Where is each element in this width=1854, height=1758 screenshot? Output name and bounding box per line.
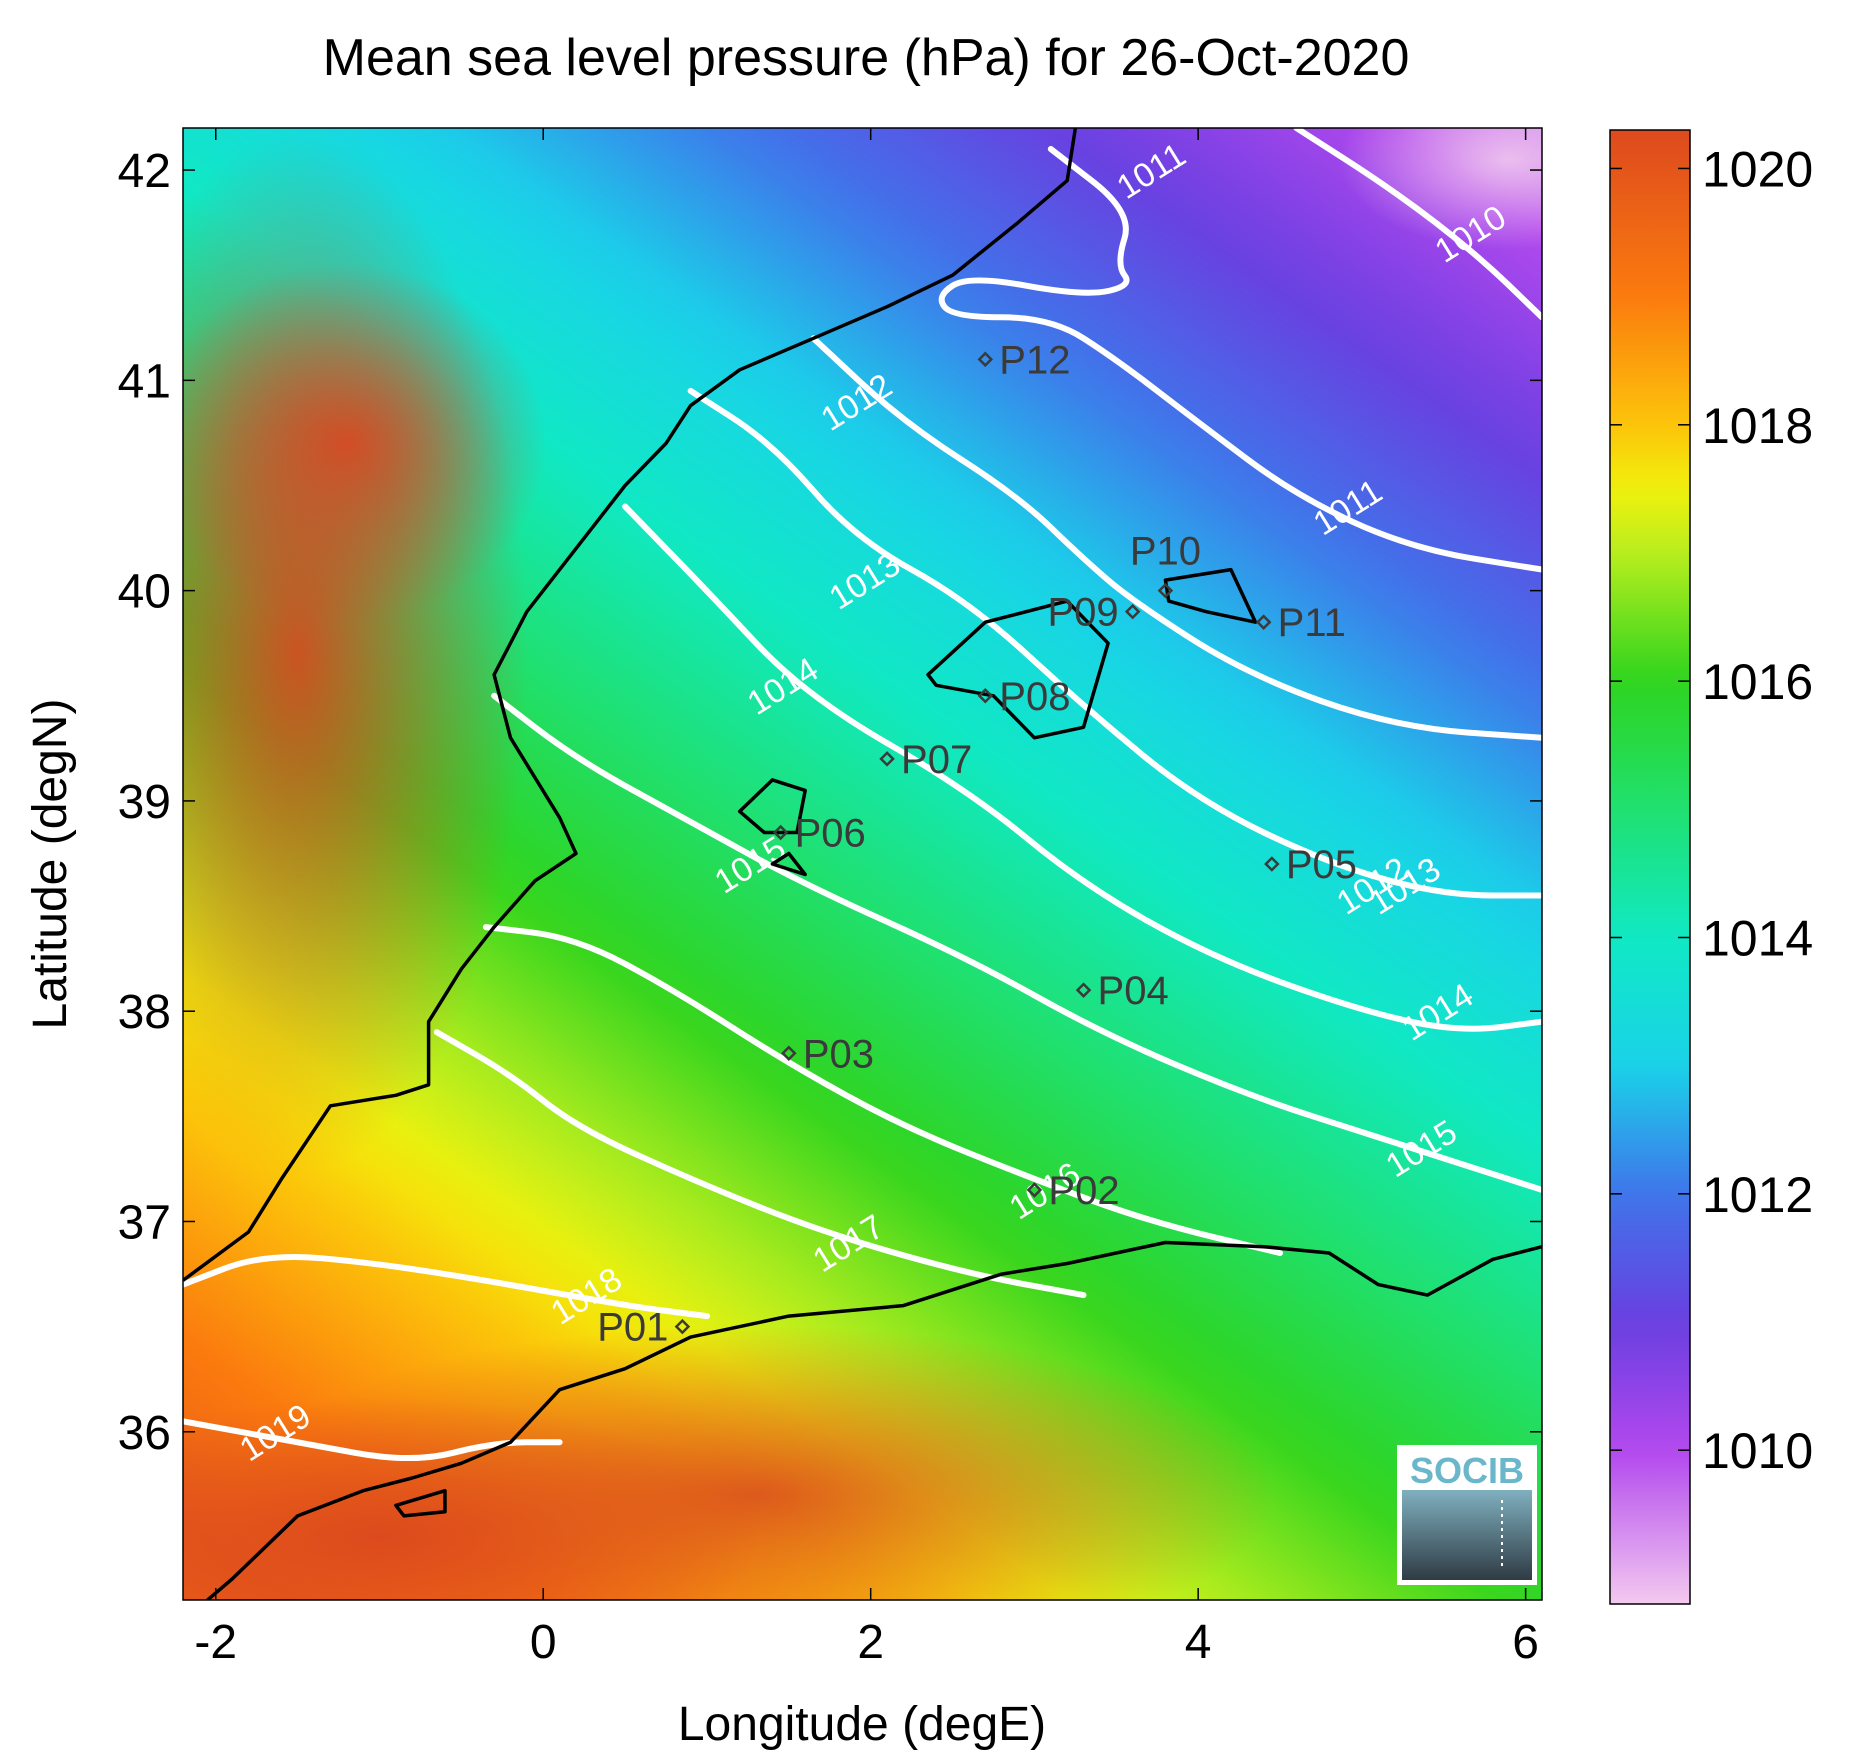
station-marker-p01[interactable] xyxy=(674,1318,691,1335)
station-markers: P01 P02 P03 P04 P05 P06 P07 P08 P09 P10 P11 P12 xyxy=(597,338,1357,1349)
station-label-p04: P04 xyxy=(1098,969,1169,1013)
isobar-1019 xyxy=(183,1418,563,1462)
map-plot-area: 1010101110111012101210131013101410141015… xyxy=(183,128,1542,1600)
x-axis-label: Longitude (degE) xyxy=(678,1698,1046,1751)
station-marker-p11[interactable] xyxy=(1255,614,1272,630)
y-tick-label: 40 xyxy=(118,566,171,619)
colorbar-tick-label: 1020 xyxy=(1702,141,1813,197)
station-marker-p09[interactable] xyxy=(1124,603,1141,620)
coastline xyxy=(183,128,1542,1600)
station-label-p08: P08 xyxy=(999,675,1070,719)
x-tick-label: 2 xyxy=(857,1616,884,1669)
colorbar-ramp xyxy=(1609,129,1691,1605)
socib-logo: SOCIB xyxy=(1397,1445,1537,1585)
x-tick-label: 0 xyxy=(530,1616,557,1669)
x-tick-label: 6 xyxy=(1512,1616,1539,1669)
y-axis: 36 37 38 39 40 41 42 xyxy=(118,145,1542,1460)
station-marker-p02[interactable] xyxy=(1026,1182,1043,1198)
colorbar-tick-label: 1014 xyxy=(1702,910,1813,966)
isobar-1010 xyxy=(1293,128,1542,321)
colorbar: 1010 1012 1014 1016 1018 1020 xyxy=(1609,129,1813,1605)
isobar-1015 xyxy=(491,692,1542,1193)
isobar-1012 xyxy=(810,335,1542,741)
station-marker-p03[interactable] xyxy=(781,1045,797,1062)
formentera-island xyxy=(770,851,807,877)
chart-title: Mean sea level pressure (hPa) for 26-Oct… xyxy=(323,29,1410,87)
station-marker-p06[interactable] xyxy=(772,824,789,841)
station-label-p07: P07 xyxy=(901,738,972,782)
logo-text: SOCIB xyxy=(1410,1450,1524,1491)
logo-wave-panel xyxy=(1402,1490,1532,1580)
y-tick-label: 38 xyxy=(118,986,171,1039)
station-marker-p12[interactable] xyxy=(977,351,994,368)
isobar-1014 xyxy=(622,503,1542,1032)
station-label-p03: P03 xyxy=(803,1032,874,1076)
station-marker-p05[interactable] xyxy=(1264,856,1280,872)
isobar-1016 xyxy=(482,924,1283,1256)
isobar-1018 xyxy=(183,1253,710,1320)
station-label-p11: P11 xyxy=(1278,601,1346,645)
y-tick-label: 37 xyxy=(118,1196,171,1249)
alboran-coast-island xyxy=(394,1488,447,1518)
iberia-coastline xyxy=(183,128,1078,1282)
ibiza-island xyxy=(737,778,807,835)
station-label-p10: P10 xyxy=(1130,530,1201,574)
station-label-p05: P05 xyxy=(1286,843,1357,887)
station-label-p02: P02 xyxy=(1048,1169,1119,1213)
isobar-1013 xyxy=(687,387,1542,899)
station-marker-p04[interactable] xyxy=(1075,982,1092,998)
station-marker-p07[interactable] xyxy=(879,751,895,767)
x-tick-label: 4 xyxy=(1185,1616,1212,1669)
y-axis-label: Latitude (degN) xyxy=(24,699,77,1030)
isobar-1011 xyxy=(938,146,1542,573)
africa-coastline xyxy=(204,1240,1542,1600)
colorbar-tick-label: 1018 xyxy=(1702,398,1813,454)
station-marker-p10[interactable] xyxy=(1157,582,1174,599)
colorbar-tick-label: 1012 xyxy=(1702,1167,1813,1223)
station-label-p06: P06 xyxy=(795,811,866,855)
station-label-p12: P12 xyxy=(999,338,1070,382)
colorbar-tick-label: 1010 xyxy=(1702,1423,1813,1479)
x-tick-label: -2 xyxy=(194,1616,237,1669)
x-axis: -2 0 2 4 6 xyxy=(194,128,1539,1669)
station-label-p09: P09 xyxy=(1047,591,1118,635)
y-tick-label: 36 xyxy=(118,1407,171,1460)
land-pressure-detail xyxy=(183,128,1542,1600)
station-marker-p08[interactable] xyxy=(977,688,994,704)
colorbar-tick-label: 1016 xyxy=(1702,654,1813,710)
y-tick-label: 39 xyxy=(118,776,171,829)
mallorca-island xyxy=(926,599,1110,740)
station-label-p01: P01 xyxy=(597,1306,668,1350)
y-tick-label: 41 xyxy=(118,355,171,408)
y-tick-label: 42 xyxy=(118,145,171,198)
plot-frame xyxy=(182,127,1543,1601)
isobar-1017 xyxy=(433,1029,1087,1299)
menorca-island xyxy=(1163,567,1258,624)
